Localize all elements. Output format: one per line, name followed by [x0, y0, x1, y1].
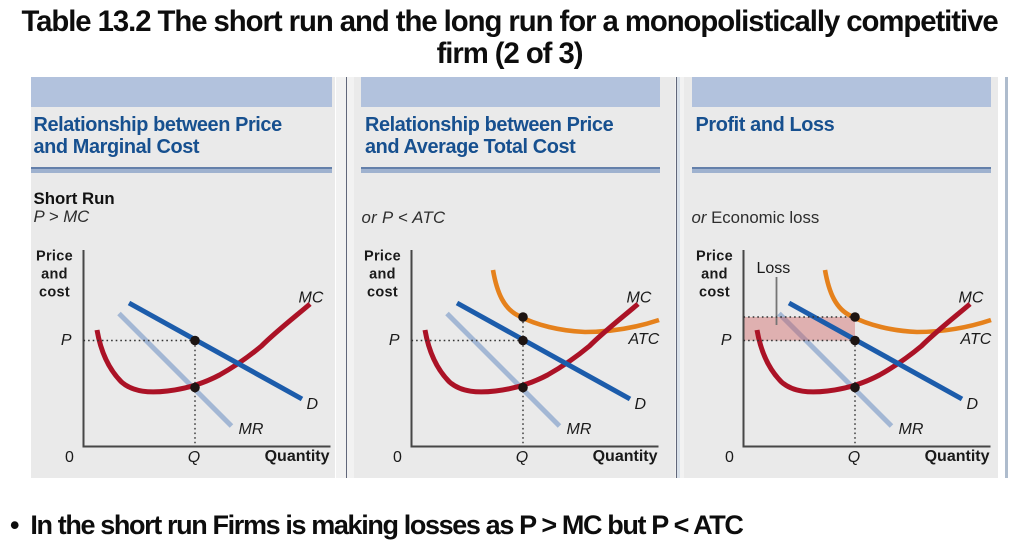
svg-text:Loss: Loss	[757, 260, 791, 277]
svg-text:ATC: ATC	[960, 331, 992, 348]
svg-text:ATC: ATC	[628, 331, 660, 348]
